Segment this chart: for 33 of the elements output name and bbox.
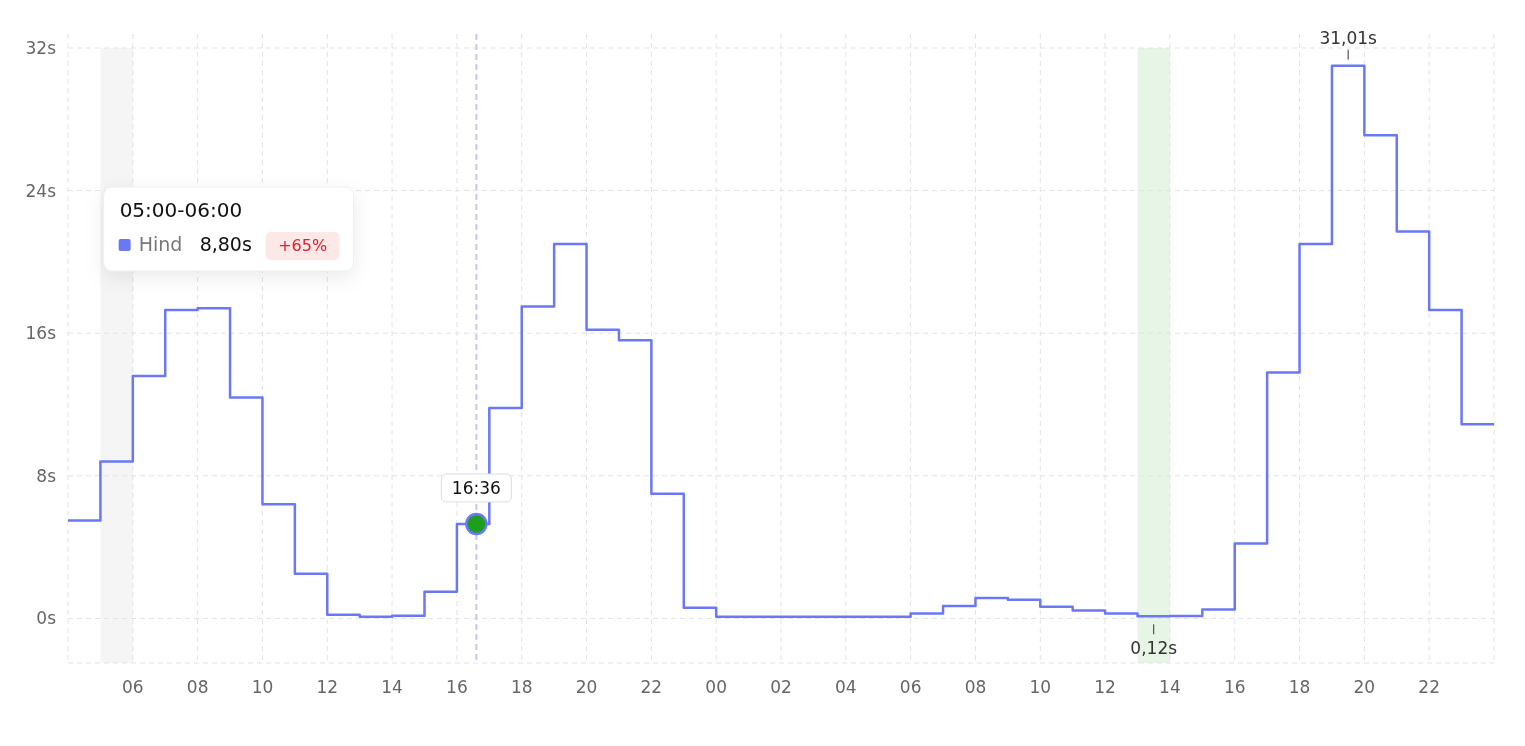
x-tick-label: 22 [1418,677,1440,697]
x-tick-label: 10 [251,677,274,697]
x-tick-label: 00 [705,677,727,697]
x-tick-label: 04 [835,677,857,697]
annotation: 0,12s [1130,638,1178,659]
x-tick-label: 10 [1029,677,1052,697]
x-tick-label: 18 [1288,677,1311,697]
x-tick-label: 20 [1353,677,1376,697]
x-tick-label: 16 [446,677,468,697]
x-tick-label: 08 [964,677,987,697]
annotation: 05:00-06:00 [119,198,243,223]
x-tick-label: 18 [510,677,533,697]
x-tick-label: 16 [1223,677,1246,697]
x-tick-label: 08 [186,677,209,697]
x-tick-label: 14 [381,677,403,697]
x-tick-label: 06 [899,677,922,697]
x-tick-label: 20 [575,677,598,697]
y-tick-label: 0s [36,608,57,629]
annotation: 8,80s [199,233,252,256]
x-tick-label: 14 [1159,677,1181,697]
y-tick-label: 8s [36,465,57,486]
x-tick-label: 06 [122,677,144,697]
x-tick-label: 02 [770,677,792,697]
x-tick-label: 12 [1094,677,1116,697]
annotation: +65% [278,236,328,256]
legend-label: Hind [138,233,183,256]
annotation: 31,01s [1319,27,1378,48]
x-tick-label: 22 [640,677,663,697]
y-tick-label: 16s [25,323,57,344]
annotation: 16:36 [451,477,501,498]
y-tick-label: 32s [25,37,57,58]
y-tick-label: 24s [25,180,57,201]
x-tick-label: 12 [316,677,339,697]
